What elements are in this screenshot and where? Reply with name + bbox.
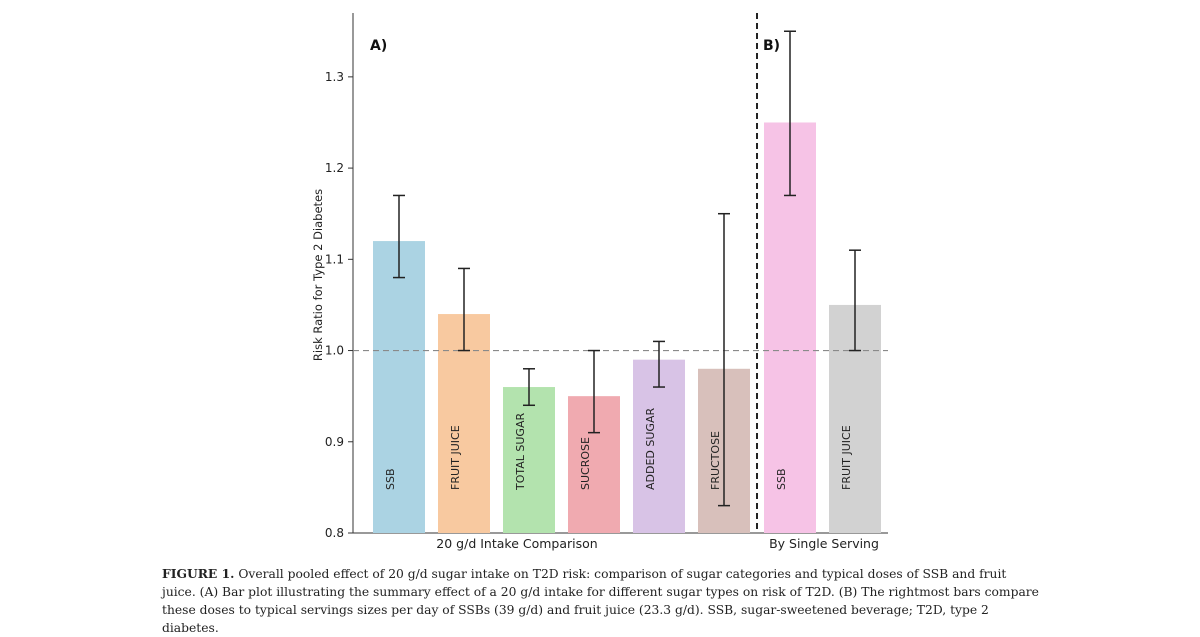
bar-label: FRUIT JUICE xyxy=(840,425,853,490)
y-tick-label: 1.3 xyxy=(325,70,344,84)
bar-label: TOTAL SUGAR xyxy=(514,413,527,491)
figure-caption: FIGURE 1. Overall pooled effect of 20 g/… xyxy=(162,565,1042,637)
panel-label-a: A) xyxy=(370,38,387,54)
bar xyxy=(373,241,425,533)
bar-label: FRUIT JUICE xyxy=(449,425,462,490)
y-tick-label: 1.0 xyxy=(325,344,344,358)
bar-label: ADDED SUGAR xyxy=(644,408,657,490)
y-axis-label: Risk Ratio for Type 2 Diabetes xyxy=(311,189,325,361)
x-group-label-a: 20 g/d Intake Comparison xyxy=(436,536,597,551)
panel-label-b: B) xyxy=(763,38,780,54)
y-tick-label: 1.2 xyxy=(325,161,344,175)
caption-label: FIGURE 1. xyxy=(162,566,235,581)
error-bars-layer xyxy=(393,30,861,507)
bar xyxy=(633,359,685,533)
bar-label: SSB xyxy=(775,468,788,490)
y-tick-label: 1.1 xyxy=(325,252,344,266)
reference-line-layer xyxy=(353,13,888,533)
bar xyxy=(503,387,555,533)
bar-label: SUCROSE xyxy=(579,437,592,490)
bar-label: SSB xyxy=(384,468,397,490)
bar-label: FRUCTOSE xyxy=(709,431,722,490)
labels-layer: SSB FRUIT JUICE TOTAL SUGAR SUCROSE ADDED SU… xyxy=(370,38,879,551)
risk-ratio-bar-chart: 0.8 0.9 1.0 1.1 1.2 1.3 Risk Ratio for Type 2 … xyxy=(311,13,888,551)
y-tick-label: 0.8 xyxy=(325,526,344,540)
caption-text: Overall pooled effect of 20 g/d sugar in… xyxy=(162,567,1039,635)
x-group-label-b: By Single Serving xyxy=(769,536,879,551)
y-tick-label: 0.9 xyxy=(325,435,344,449)
